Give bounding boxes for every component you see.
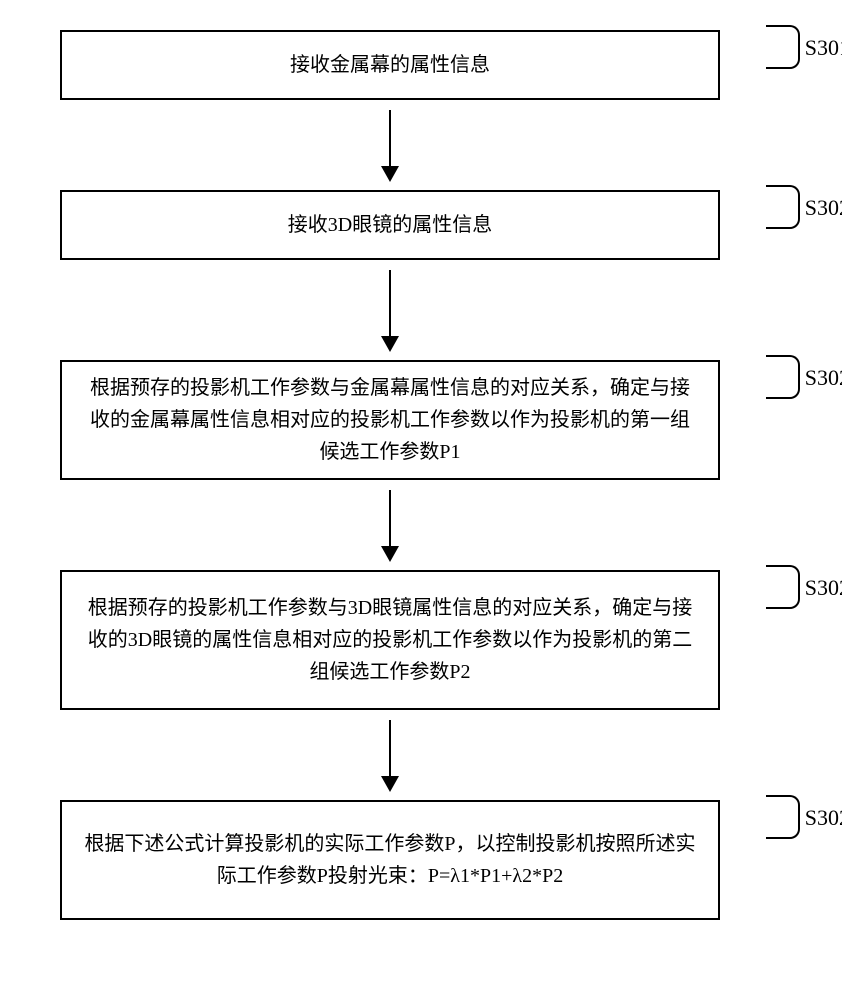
arrow-4-line: [389, 720, 391, 790]
step-3: 根据预存的投影机工作参数与金属幕属性信息的对应关系，确定与接收的金属幕属性信息相…: [60, 360, 780, 480]
step-5-label: S302: [805, 805, 842, 831]
step-3-box: 根据预存的投影机工作参数与金属幕属性信息的对应关系，确定与接收的金属幕属性信息相…: [60, 360, 720, 480]
step-1-box: 接收金属幕的属性信息: [60, 30, 720, 100]
step-5: 根据下述公式计算投影机的实际工作参数P，以控制投影机按照所述实际工作参数P投射光…: [60, 800, 780, 920]
step-5-box: 根据下述公式计算投影机的实际工作参数P，以控制投影机按照所述实际工作参数P投射光…: [60, 800, 720, 920]
arrow-2-line: [389, 270, 391, 350]
flowchart-container: 接收金属幕的属性信息 S301 接收3D眼镜的属性信息 S302 根据预存的投影…: [60, 30, 780, 920]
step-4-text: 根据预存的投影机工作参数与3D眼镜属性信息的对应关系，确定与接收的3D眼镜的属性…: [82, 592, 698, 688]
step-4-bracket: [772, 565, 800, 609]
step-5-bracket: [772, 795, 800, 839]
step-3-label: S302: [805, 365, 842, 391]
arrow-1: [60, 100, 720, 190]
step-1-text: 接收金属幕的属性信息: [290, 49, 490, 81]
arrow-1-line: [389, 110, 391, 180]
step-1-bracket: [772, 25, 800, 69]
step-1: 接收金属幕的属性信息 S301: [60, 30, 780, 100]
step-5-text: 根据下述公式计算投影机的实际工作参数P，以控制投影机按照所述实际工作参数P投射光…: [82, 828, 698, 892]
step-2-text: 接收3D眼镜的属性信息: [288, 209, 492, 241]
arrow-4: [60, 710, 720, 800]
arrow-3-line: [389, 490, 391, 560]
step-2-label: S302: [805, 195, 842, 221]
step-2: 接收3D眼镜的属性信息 S302: [60, 190, 780, 260]
arrow-3: [60, 480, 720, 570]
step-2-bracket: [772, 185, 800, 229]
step-1-label: S301: [805, 35, 842, 61]
step-4-label: S302: [805, 575, 842, 601]
step-4-box: 根据预存的投影机工作参数与3D眼镜属性信息的对应关系，确定与接收的3D眼镜的属性…: [60, 570, 720, 710]
step-3-bracket: [772, 355, 800, 399]
step-2-box: 接收3D眼镜的属性信息: [60, 190, 720, 260]
step-3-text: 根据预存的投影机工作参数与金属幕属性信息的对应关系，确定与接收的金属幕属性信息相…: [82, 372, 698, 468]
step-4: 根据预存的投影机工作参数与3D眼镜属性信息的对应关系，确定与接收的3D眼镜的属性…: [60, 570, 780, 710]
arrow-2: [60, 260, 720, 360]
